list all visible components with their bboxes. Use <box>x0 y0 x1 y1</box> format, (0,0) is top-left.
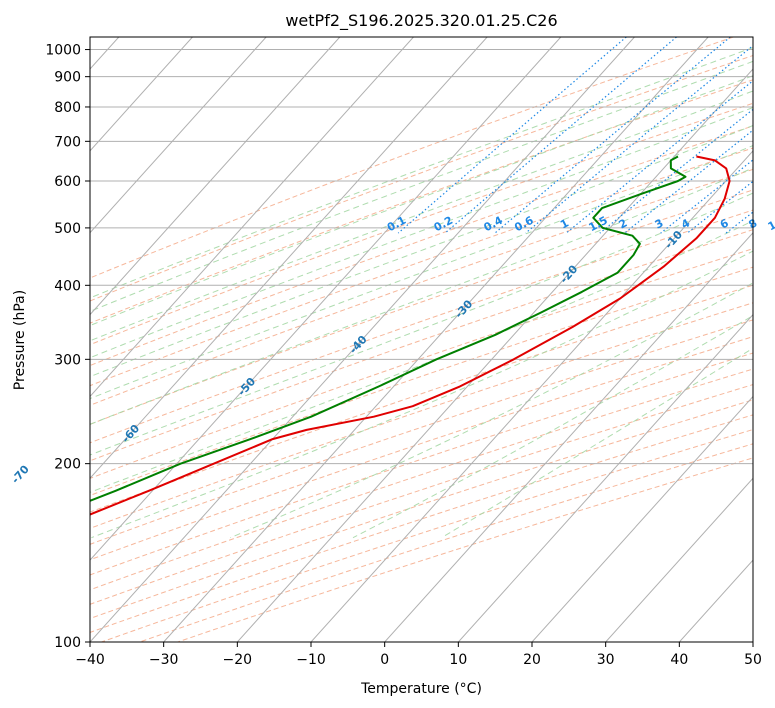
y-tick-label: 1000 <box>45 43 81 59</box>
dry-adiabat <box>90 352 753 576</box>
mixing-ratio-label: 0.4 <box>482 214 506 235</box>
y-tick-label: 800 <box>54 100 81 116</box>
mixing-ratio-label: 0.2 <box>432 214 455 235</box>
x-tick-label: 50 <box>744 652 762 668</box>
mixing-ratio-label: 0.6 <box>512 214 536 235</box>
dry-adiabat <box>177 457 753 642</box>
moist-adiabat <box>352 315 753 539</box>
axes: −40 −30 −20 −10 0 10 20 30 40 5010020030040050060… <box>45 43 762 668</box>
dry-adiabat <box>90 209 753 444</box>
isotherm-line <box>90 37 635 642</box>
y-tick-label: 700 <box>54 134 81 150</box>
mixing-ratio-line <box>755 37 775 233</box>
dry-adiabat <box>90 168 753 406</box>
mixing-ratio-line <box>686 180 753 234</box>
x-tick-label: 10 <box>449 652 467 668</box>
x-tick-label: −20 <box>223 652 253 668</box>
isotherm-line <box>90 37 414 398</box>
mixing-ratio-line <box>599 108 753 234</box>
y-tick-label: 300 <box>54 352 81 368</box>
dry-adiabat <box>90 248 753 479</box>
profile-layer <box>90 155 731 516</box>
mixing-ratio-label: 4 <box>679 216 692 231</box>
y-tick-label: 600 <box>54 174 81 190</box>
y-tick-label: 100 <box>54 635 81 651</box>
x-tick-label: 40 <box>670 652 688 668</box>
dry-adiabat <box>90 414 753 633</box>
isotherm-line <box>384 231 753 642</box>
dry-adiabat <box>101 428 753 642</box>
dry-adiabat <box>90 319 753 545</box>
mixing-ratio-label: 3 <box>653 216 666 231</box>
isotherm-line <box>90 37 267 234</box>
dry-adiabat <box>90 302 753 529</box>
isotherm-label: -70 <box>9 463 32 487</box>
mixing-ratio-line <box>444 37 677 234</box>
dry-adiabat <box>90 189 753 425</box>
moist-adiabat <box>91 250 753 539</box>
dry-adiabat <box>90 399 753 620</box>
isotherm-line <box>310 150 753 642</box>
dry-adiabat <box>90 102 753 346</box>
mixing-ratio-line <box>525 44 753 234</box>
isotherm-line <box>457 313 753 642</box>
dry-adiabat <box>90 266 753 496</box>
mixing-ratio-line <box>565 79 753 234</box>
isotherm-line <box>90 37 193 152</box>
grid-layer <box>90 37 775 642</box>
dry-adiabat <box>90 229 753 462</box>
x-tick-label: 30 <box>597 652 615 668</box>
x-tick-label: −30 <box>149 652 179 668</box>
x-tick-label: 20 <box>523 652 541 668</box>
isotherm-line <box>163 37 709 642</box>
mixing-ratio-line <box>725 211 753 234</box>
y-tick-label: 200 <box>54 457 81 473</box>
dry-adiabat <box>90 54 753 302</box>
dry-adiabat <box>90 368 753 591</box>
mixing-ratio-label: 10 <box>766 215 775 234</box>
mixing-ratio-label: 2 <box>617 216 630 231</box>
isotherm-line <box>90 37 562 561</box>
mixing-ratio-line <box>660 159 753 234</box>
temperature-line <box>90 155 731 516</box>
isotherm-line <box>678 559 753 642</box>
isotherm-line <box>605 477 753 642</box>
dry-adiabat <box>90 384 753 605</box>
isotherm-line <box>752 641 753 642</box>
dewpoint-line <box>90 155 687 502</box>
dry-adiabat <box>90 79 753 324</box>
isotherm-line <box>90 37 341 316</box>
mixing-ratio-label: 0.1 <box>385 214 408 235</box>
isotherm-line <box>236 68 753 642</box>
dry-adiabat <box>90 37 734 279</box>
isotherm-line <box>531 395 753 642</box>
dry-adiabat <box>139 443 753 642</box>
mixing-ratio-label: 1 <box>558 216 571 231</box>
y-tick-label: 400 <box>54 278 81 294</box>
plot-frame <box>89 36 754 643</box>
x-tick-label: 0 <box>380 652 389 668</box>
y-tick-label: 500 <box>54 221 81 237</box>
dry-adiabat <box>90 336 753 561</box>
dry-adiabat <box>90 125 753 367</box>
x-tick-label: −10 <box>296 652 326 668</box>
dry-adiabat <box>90 147 753 387</box>
y-axis-title: Pressure (hPa) <box>12 290 28 390</box>
y-tick-label: 900 <box>54 70 81 86</box>
x-axis-title: Temperature (°C) <box>360 681 482 697</box>
chart-title: wetPf2_S196.2025.320.01.25.C26 <box>285 11 557 31</box>
dry-adiabat <box>90 284 753 513</box>
mixing-ratio-label: 6 <box>718 216 731 231</box>
isotherm-line <box>90 37 488 480</box>
x-tick-label: −40 <box>75 652 105 668</box>
